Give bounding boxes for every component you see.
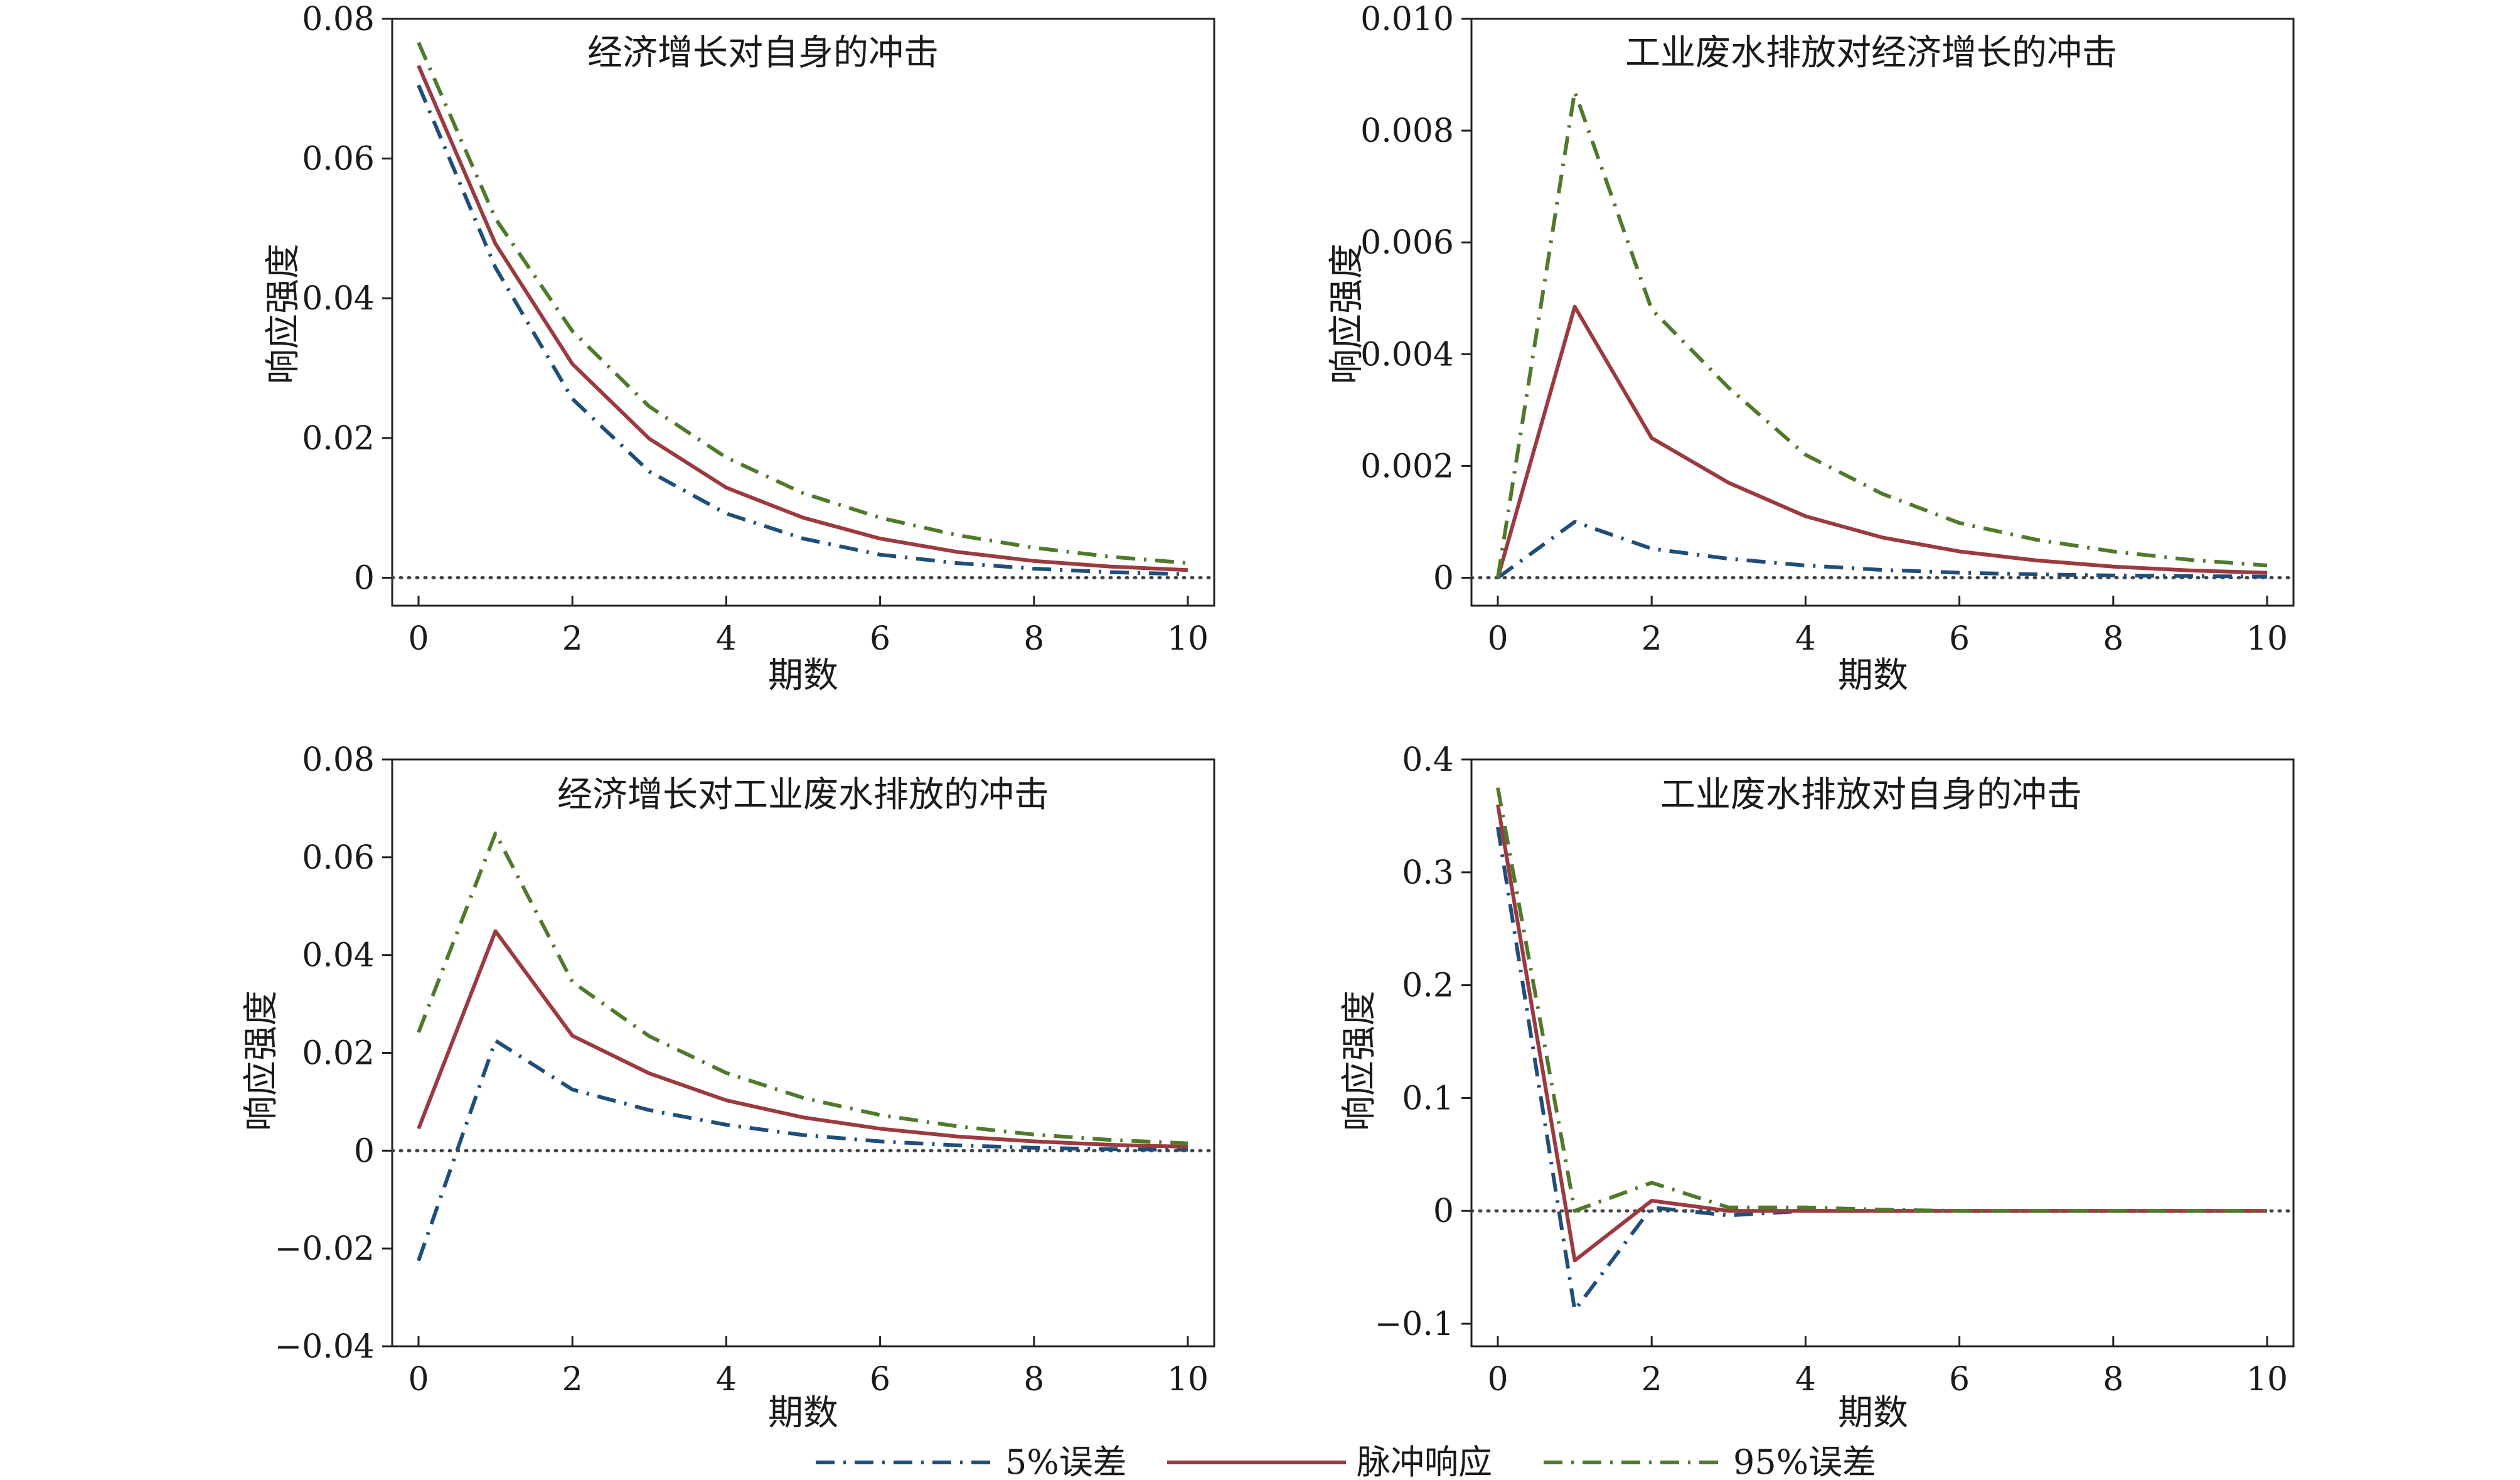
panel-3-plot-area: 0 2 4 6 8 10 −0.04 −0.02 0 0.02 0.04 0.06 0.08 [275,741,1216,1398]
legend: 5%误差 脉冲响应 95%误差 [816,1442,1876,1480]
panel-3-frame [391,758,1215,1348]
panel-1-y-axis-label: 响应强度 [263,244,304,384]
panel-1-x-tick-label: 4 [716,620,737,658]
panel-3-x-tick-label: 0 [408,1361,429,1398]
panel-2-x-tick-label: 4 [1795,620,1816,658]
panel-2-y-tick-label: 0.002 [1360,448,1454,485]
panel-4-series-lower-bound [1496,827,2267,1312]
panel-2-y-tick-label: 0.006 [1360,224,1454,262]
panel-2-y-tick-label: 0.010 [1360,1,1454,38]
panel-1-plot-area: 0 2 4 6 8 10 0 0.02 0.04 0.06 0.08 [302,1,1216,658]
panel-3-y-tick-label: 0.04 [302,937,375,975]
panel-4-y-tick-label: 0.3 [1402,854,1454,892]
panel-3-x-axis-label: 期数 [768,1393,838,1434]
panel-3-y-tick-label: −0.02 [275,1230,375,1268]
panel-4-y-tick-label: 0.2 [1402,967,1454,1005]
panel-2-x-axis-label: 期数 [1838,655,1908,696]
panel-4-x-tick-label: 8 [2103,1361,2123,1398]
panel-1-series-impulse-response [417,65,1188,572]
panel-1-y-tick-label: 0 [354,559,375,597]
panel-2: 0 2 4 6 8 10 0 0.002 0.004 0.006 0.008 0.010 工业废水排放… [1327,1,2295,696]
panel-1-x-tick-label: 10 [1167,620,1209,658]
panel-3-series-impulse-response [417,929,1188,1149]
panel-3-x-tick-label: 8 [1023,1361,1044,1398]
panel-4-series-upper-bound [1496,787,2267,1213]
panel-2-x-tick-label: 6 [1949,620,1970,658]
panel-3-x-tick-label: 4 [716,1361,737,1398]
panel-3-y-tick-label: 0 [354,1132,375,1170]
panel-1-series-upper-bound [417,41,1188,566]
panel-2-frame [1470,18,2295,607]
panel-4-y-axis-label: 响应强度 [1339,990,1380,1131]
panel-3-x-tick-label: 10 [1167,1361,1209,1398]
panel-3-y-axis-label: 响应强度 [241,990,282,1131]
panel-3-y-tick-label: 0.02 [302,1035,375,1073]
panel-2-y-tick-label: 0.004 [1360,336,1454,373]
panel-1-title: 经济增长对自身的冲击 [587,33,939,73]
panel-3-x-tick-label: 6 [870,1361,890,1398]
panel-4-series-impulse-response [1496,804,2267,1263]
legend-label-upper-bound: 95%误差 [1733,1442,1876,1480]
panel-3-title: 经济增长对工业废水排放的冲击 [557,775,1049,815]
panel-1-x-axis-label: 期数 [768,655,838,696]
panel-2-plot-area: 0 2 4 6 8 10 0 0.002 0.004 0.006 0.008 0.010 [1360,1,2295,658]
panel-2-x-tick-label: 10 [2246,620,2288,658]
panel-1-x-tick-label: 6 [870,620,890,658]
panel-2-series-upper-bound [1496,89,2268,578]
panel-3-y-tick-label: −0.04 [275,1328,375,1366]
panel-1-y-tick-label: 0.04 [302,280,375,318]
panel-2-y-tick-label: 0 [1433,559,1454,597]
legend-label-lower-bound: 5%误差 [1005,1442,1127,1480]
legend-item-upper-bound: 95%误差 [1544,1442,1876,1480]
panel-1: 0 2 4 6 8 10 0 0.02 0.04 0.06 0.08 经济增长对自身的冲击 期数 响… [263,1,1216,696]
panel-2-y-tick-label: 0.008 [1360,112,1454,150]
panel-2-title: 工业废水排放对经济增长的冲击 [1625,33,2117,73]
panel-3-y-tick-label: 0.08 [302,741,375,779]
panel-3-series-lower-bound [417,1039,1188,1262]
panel-3-series-upper-bound [417,831,1188,1145]
panel-4-y-tick-label: 0 [1433,1193,1454,1230]
panel-3: 0 2 4 6 8 10 −0.04 −0.02 0 0.02 0.04 0.06 0.08 经济增长对… [241,741,1216,1434]
panel-4-y-tick-label: 0.4 [1402,741,1454,779]
legend-item-impulse-response: 脉冲响应 [1167,1442,1492,1480]
panel-1-x-tick-label: 0 [408,620,429,658]
panel-1-frame [391,18,1215,607]
panel-4-y-tick-label: −0.1 [1375,1306,1454,1343]
panel-4-x-axis-label: 期数 [1838,1393,1908,1434]
panel-2-x-tick-label: 2 [1642,620,1662,658]
panel-1-y-tick-label: 0.02 [302,420,375,458]
panel-4-x-tick-label: 0 [1487,1361,1508,1398]
panel-4-title: 工业废水排放对自身的冲击 [1660,775,2082,815]
panel-4-x-tick-label: 10 [2246,1361,2288,1398]
panel-4-frame [1470,758,2295,1348]
panel-1-y-tick-label: 0.06 [302,141,375,178]
panel-4-y-tick-label: 0.1 [1402,1080,1454,1117]
panel-1-y-tick-label: 0.08 [302,1,375,38]
panel-2-x-tick-label: 0 [1487,620,1508,658]
panel-2-series-impulse-response [1496,304,2268,579]
panel-4-x-tick-label: 2 [1642,1361,1662,1398]
panel-1-x-tick-label: 8 [1023,620,1044,658]
panel-4-x-tick-label: 4 [1795,1361,1816,1398]
panel-4-x-tick-label: 6 [1949,1361,1970,1398]
panel-4: 0 2 4 6 8 10 −0.1 0 0.1 0.2 0.3 0.4 工业废水排放对自身的冲击 期数… [1339,741,2295,1434]
panel-2-x-tick-label: 8 [2103,620,2123,658]
panel-2-y-axis-label: 响应强度 [1327,244,1367,384]
legend-label-impulse-response: 脉冲响应 [1357,1442,1492,1480]
legend-item-lower-bound: 5%误差 [816,1442,1127,1480]
panel-4-plot-area: 0 2 4 6 8 10 −0.1 0 0.1 0.2 0.3 0.4 [1375,741,2295,1398]
panel-2-series-lower-bound [1497,520,2268,579]
panel-3-y-tick-label: 0.06 [302,839,375,877]
panel-1-series-lower-bound [417,84,1188,576]
panel-3-x-tick-label: 2 [562,1361,583,1398]
panel-1-x-tick-label: 2 [562,620,583,658]
